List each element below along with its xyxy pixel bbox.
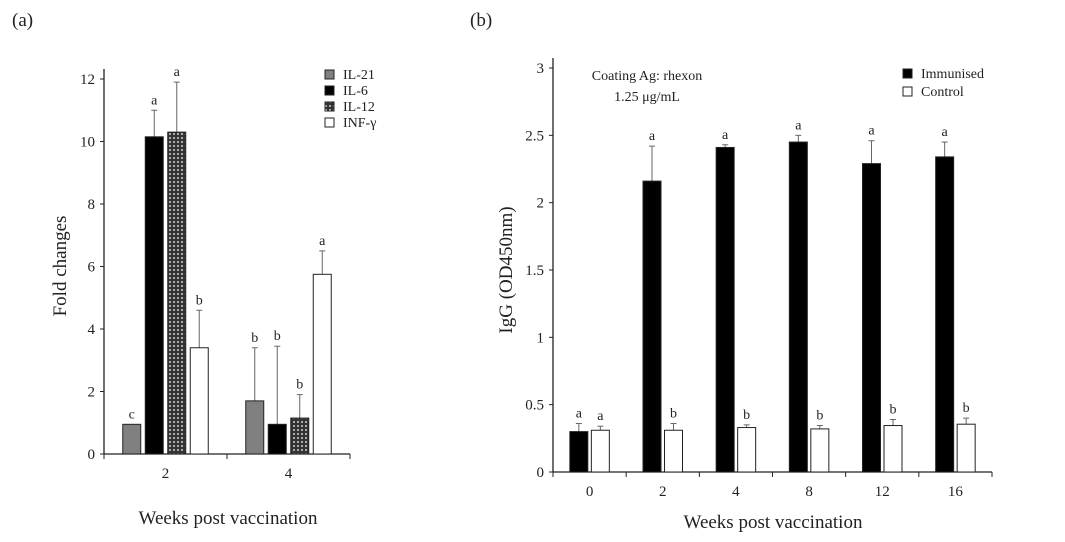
y-tick-label: 0 xyxy=(537,465,545,481)
legend-label: IL-12 xyxy=(343,100,375,115)
x-tick-label: 0 xyxy=(586,484,594,500)
legend-label: IL-21 xyxy=(343,68,375,83)
legend-label: Immunised xyxy=(921,67,984,82)
y-tick-label: 2.5 xyxy=(525,128,544,144)
y-axis-label-a: Fold changes xyxy=(50,216,71,317)
legend-swatch xyxy=(324,69,335,80)
significance-letter: b xyxy=(743,408,750,423)
y-tick-label: 2 xyxy=(537,196,545,212)
x-tick-label: 12 xyxy=(875,484,890,500)
y-tick-label: 10 xyxy=(80,135,95,151)
legend-label: IL-6 xyxy=(343,84,368,99)
y-axis-label-b: IgG (OD450nm) xyxy=(496,206,517,333)
x-tick-label: 16 xyxy=(948,484,964,500)
panel-a-chart: (a) Weeks post vaccination Fold changes … xyxy=(12,10,376,529)
bar-IL-12 xyxy=(167,131,187,455)
y-tick-label: 0.5 xyxy=(525,398,544,414)
x-tick-label: 4 xyxy=(732,484,740,500)
bar-INF-γ xyxy=(189,347,209,455)
bar-Control xyxy=(956,423,976,473)
y-tick-label: 1.5 xyxy=(525,263,544,279)
y-tick-label: 3 xyxy=(537,61,545,77)
legend-label: INF-γ xyxy=(343,116,376,131)
legend-label: Control xyxy=(921,85,964,100)
bar-Immunised xyxy=(862,163,881,473)
x-tick-label: 2 xyxy=(659,484,667,500)
x-axis-label-a: Weeks post vaccination xyxy=(139,508,318,529)
y-tick-label: 0 xyxy=(88,447,96,463)
bar-Immunised xyxy=(935,156,955,473)
bar-Control xyxy=(590,429,610,473)
y-tick-label: 8 xyxy=(88,197,96,213)
bar-IL-21 xyxy=(122,423,142,455)
legend-swatch xyxy=(902,86,913,97)
significance-letter: a xyxy=(576,407,583,422)
bar-Immunised xyxy=(715,146,735,473)
significance-letter: b xyxy=(670,407,677,422)
significance-letter: a xyxy=(319,234,326,249)
bar-Immunised xyxy=(569,431,589,473)
significance-letter: a xyxy=(722,128,729,143)
x-axis-label-b: Weeks post vaccination xyxy=(684,512,863,533)
significance-letter: b xyxy=(816,409,823,424)
legend-swatch xyxy=(324,117,335,128)
significance-letter: b xyxy=(963,401,970,416)
x-tick-label: 2 xyxy=(162,466,170,482)
panel-label-b: (b) xyxy=(470,10,492,31)
x-tick-label: 8 xyxy=(805,484,813,500)
bar-IL-6 xyxy=(144,136,164,455)
significance-letter: b xyxy=(296,378,303,393)
x-tick-label: 4 xyxy=(285,466,293,482)
significance-letter: a xyxy=(649,129,656,144)
significance-letter: a xyxy=(151,93,158,108)
bar-Control xyxy=(664,429,683,473)
bar-IL-21 xyxy=(245,400,265,455)
bar-Control xyxy=(883,425,903,473)
y-tick-label: 2 xyxy=(88,385,96,401)
y-tick-label: 6 xyxy=(88,260,96,276)
panel-b-chart: (b) Weeks post vaccination IgG (OD450nm)… xyxy=(470,10,993,533)
significance-letter: b xyxy=(196,293,203,308)
legend-swatch xyxy=(324,101,335,112)
significance-letter: a xyxy=(942,125,949,140)
panel-label-a: (a) xyxy=(12,10,33,31)
significance-letter: a xyxy=(597,409,604,424)
legend-swatch xyxy=(324,85,335,96)
y-tick-label: 12 xyxy=(80,72,95,88)
significance-letter: b xyxy=(274,329,281,344)
legend-swatch xyxy=(902,68,913,79)
bar-INF-γ xyxy=(312,273,332,455)
bar-IL-12 xyxy=(290,417,310,455)
significance-letter: a xyxy=(795,118,802,133)
significance-letter: b xyxy=(890,402,897,417)
annotation-line-1: Coating Ag: rhexon xyxy=(592,69,702,84)
significance-letter: a xyxy=(174,65,181,80)
significance-letter: b xyxy=(251,331,258,346)
significance-letter: c xyxy=(129,407,135,422)
bar-Control xyxy=(810,428,830,473)
bar-Control xyxy=(737,427,757,473)
bar-IL-6 xyxy=(267,423,287,455)
bar-Immunised xyxy=(788,141,808,473)
y-tick-label: 1 xyxy=(537,330,545,346)
bar-Immunised xyxy=(642,180,662,473)
annotation-line-2: 1.25 μg/mL xyxy=(614,90,680,105)
y-tick-label: 4 xyxy=(88,322,96,338)
significance-letter: a xyxy=(868,124,875,139)
